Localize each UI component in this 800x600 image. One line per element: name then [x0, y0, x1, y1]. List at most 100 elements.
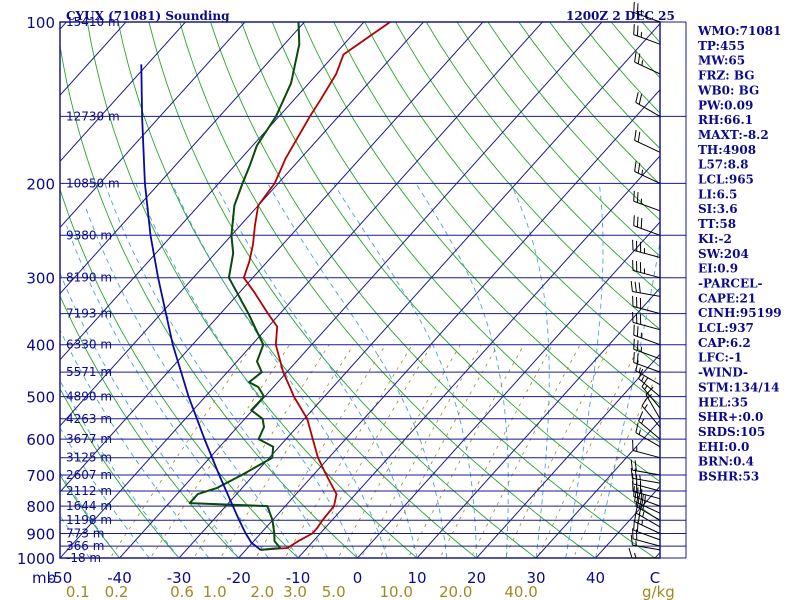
- dry-adiabat: [60, 387, 180, 558]
- mixing-ratio-label: 5.0: [322, 583, 346, 600]
- wind-feather: [636, 192, 639, 203]
- temperature-tick-label: -20: [226, 569, 251, 587]
- wind-staff: [634, 61, 661, 75]
- wind-feather: [634, 491, 637, 502]
- wind-barb: [630, 534, 661, 551]
- wind-staff: [633, 200, 661, 212]
- temperature-tick-label: -10: [286, 569, 311, 587]
- height-label: 6330 m: [66, 338, 112, 352]
- wind-staff: [638, 420, 661, 440]
- wind-feather: [633, 324, 635, 336]
- dry-adiabat: [425, 22, 660, 294]
- wind-barb: [641, 396, 661, 428]
- moist-adiabat: [60, 515, 91, 558]
- wind-barb: [630, 281, 661, 297]
- sounding-index: SHR+:0.0: [698, 410, 763, 424]
- mixing-ratio-label: 40.0: [504, 583, 537, 600]
- pressure-label: 800: [26, 498, 55, 516]
- mixing-ratio-line: [337, 344, 461, 558]
- mixing-ratio-label: 20.0: [439, 583, 472, 600]
- wind-staff: [633, 225, 661, 236]
- wind-staff: [632, 490, 661, 500]
- mixing-ratio-label: 0.1: [66, 583, 90, 600]
- sounding-index: RH:66.1: [698, 113, 753, 127]
- wind-feather: [636, 340, 639, 351]
- wind-staff: [641, 386, 661, 409]
- wind-staff: [632, 270, 661, 279]
- height-label: 773 m: [66, 527, 104, 541]
- mixing-ratio-line: [470, 344, 581, 558]
- sounding-index: TH:4908: [698, 143, 756, 157]
- wind-feather: [633, 519, 635, 531]
- mixing-ratio-line: [219, 344, 354, 558]
- sounding-index: TT:58: [698, 217, 736, 231]
- wind-half-feather: [638, 367, 641, 373]
- wind-staff: [634, 500, 661, 514]
- wind-feather: [637, 131, 641, 143]
- sounding-index: LCL:937: [698, 321, 754, 335]
- wind-barb: [632, 260, 661, 279]
- sounding-index: SW:204: [698, 247, 749, 261]
- dry-adiabat: [0, 22, 8, 569]
- mixing-ratio-line: [379, 344, 499, 558]
- wind-staff: [635, 432, 661, 448]
- isotherm: [60, 22, 365, 361]
- plot-frame: [59, 21, 661, 559]
- wind-staff: [634, 171, 661, 184]
- wind-feather: [633, 338, 635, 350]
- mixing-ratio-label: 0.2: [105, 583, 129, 600]
- wind-staff: [632, 291, 661, 297]
- isotherm: [60, 22, 187, 163]
- wind-feather: [630, 534, 633, 546]
- mixing-ratio-label: 10.0: [379, 583, 412, 600]
- wind-staff: [635, 505, 661, 521]
- wind-staff: [635, 370, 661, 386]
- mixing-ratio-line: [109, 344, 253, 558]
- sounding-index: KI:-2: [698, 232, 732, 246]
- moist-adiabat: [84, 205, 299, 558]
- wind-feather: [633, 215, 635, 226]
- station-title: CYUX (71081) Sounding: [66, 9, 230, 23]
- wind-barb: [633, 352, 661, 373]
- height-label: 5571 m: [66, 365, 112, 379]
- wind-barb: [633, 338, 661, 360]
- pressure-label: 500: [26, 389, 55, 407]
- height-label: 15410 m: [66, 15, 120, 29]
- wind-staff: [632, 544, 661, 551]
- moist-adiabat: [510, 183, 550, 558]
- sounding-index: -WIND-: [698, 366, 748, 380]
- wind-staff: [633, 334, 661, 346]
- mixing-ratio-line: [439, 344, 553, 558]
- temperature-tick-label: 0: [353, 569, 363, 587]
- dry-adiabat: [302, 22, 660, 444]
- wind-staff: [633, 529, 661, 541]
- wind-feather: [630, 459, 633, 471]
- wind-staff: [633, 362, 661, 373]
- wind-feather: [628, 547, 633, 559]
- wind-feather: [634, 51, 637, 63]
- height-label: -18 m: [66, 551, 101, 565]
- dry-adiabat: [148, 22, 537, 558]
- sounding-index: CAPE:21: [698, 291, 756, 305]
- wind-feather: [634, 161, 637, 172]
- dry-adiabat: [765, 22, 800, 569]
- height-label: 4263 m: [66, 412, 112, 426]
- isotherm: [475, 353, 660, 558]
- sounding-index: SRDS:105: [698, 425, 765, 439]
- wind-staff: [632, 538, 661, 547]
- sounding-index: CINH:95199: [698, 306, 782, 320]
- wind-feather: [636, 216, 639, 228]
- wind-staff: [633, 11, 661, 23]
- wind-feather: [635, 502, 639, 514]
- wind-barb: [628, 547, 660, 559]
- sounding-index: SI:3.6: [698, 202, 738, 216]
- moist-adiabat: [104, 183, 329, 558]
- mixing-ratio-line: [150, 344, 290, 558]
- height-label: 2112 m: [66, 484, 112, 498]
- sounding-index: EI:0.9: [698, 262, 738, 276]
- height-label: 8190 m: [66, 271, 112, 285]
- wind-feather: [633, 190, 635, 202]
- wind-half-feather: [644, 404, 648, 410]
- wind-feather: [637, 162, 641, 174]
